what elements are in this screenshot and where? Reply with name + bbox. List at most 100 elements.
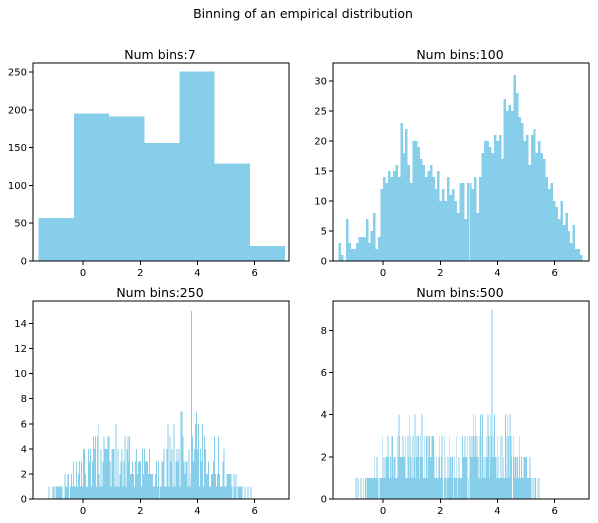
- histogram-bar: [155, 461, 157, 499]
- histogram-bar: [509, 414, 511, 499]
- histogram-bar: [431, 435, 433, 499]
- histogram-bar: [97, 423, 99, 499]
- histogram-bar: [360, 237, 364, 261]
- histogram-bar: [164, 486, 166, 499]
- histogram-bar: [413, 435, 415, 499]
- histogram-bar: [146, 461, 148, 499]
- histogram-bar: [367, 477, 368, 499]
- histogram-bar: [160, 486, 162, 499]
- histogram-bar: [141, 486, 143, 499]
- histogram-bar: [123, 461, 125, 499]
- histogram-bar: [398, 477, 399, 499]
- histogram-bar: [101, 486, 103, 499]
- histogram-bar: [483, 456, 485, 499]
- histogram-bar: [233, 473, 235, 499]
- histogram-bar: [462, 456, 464, 499]
- histogram-bar: [181, 411, 183, 499]
- histogram-bar: [489, 456, 491, 499]
- histogram-bar: [580, 255, 583, 261]
- histogram-bar: [238, 486, 240, 499]
- histogram-bar: [217, 436, 219, 499]
- histogram-bar: [212, 461, 214, 499]
- subplot-num-bins-7: Num bins:7 0 2 4 6 0 50 100 150 200 250: [8, 47, 290, 279]
- histogram-bar: [404, 477, 406, 499]
- subplot-num-bins-500: Num bins:500 0 2 4 6 0 2 4 6 8: [321, 285, 590, 517]
- histogram-bar: [383, 456, 385, 499]
- histogram-bar: [527, 477, 529, 499]
- histogram-bar: [437, 477, 438, 499]
- histogram-bar: [530, 135, 534, 261]
- histogram-bar: [427, 477, 428, 499]
- histogram-bar: [394, 477, 396, 499]
- histogram-bar: [441, 456, 442, 499]
- histogram-bar: [211, 473, 213, 499]
- histogram-bar: [91, 461, 93, 499]
- histogram-bar: [471, 435, 472, 499]
- y-tick-label: 200: [8, 105, 27, 116]
- histogram-bar: [488, 414, 489, 499]
- histogram-bar: [64, 473, 66, 499]
- histogram-bar: [247, 486, 249, 499]
- histogram-bar: [436, 477, 437, 499]
- histogram-bar: [495, 456, 496, 499]
- histogram-bar: [53, 486, 55, 499]
- histogram-bar: [527, 477, 528, 499]
- histogram-bar: [197, 448, 199, 499]
- histogram-bar: [389, 477, 390, 499]
- histogram-bar: [534, 477, 535, 499]
- histogram-bar: [355, 477, 357, 499]
- axes-frame: [332, 300, 590, 500]
- histogram-bar: [504, 477, 506, 499]
- histogram-bar: [464, 219, 467, 261]
- histogram-bar: [161, 461, 163, 499]
- histogram-bar: [513, 75, 517, 261]
- histogram-bar: [363, 237, 366, 261]
- histogram-bar: [214, 163, 250, 261]
- histogram-bar: [452, 456, 453, 499]
- histogram-bar: [483, 456, 484, 499]
- histogram-bar: [67, 473, 69, 499]
- histogram-bar: [199, 486, 201, 499]
- histogram-bar: [481, 414, 483, 499]
- histogram-bar: [471, 189, 475, 261]
- histogram-bar: [235, 473, 237, 499]
- histogram-bar: [409, 414, 411, 499]
- histogram-bar: [429, 456, 431, 499]
- y-tick-label: 4: [321, 410, 327, 421]
- histogram-bar: [113, 448, 115, 499]
- histogram-bar: [397, 177, 401, 261]
- histogram-bar: [448, 477, 450, 499]
- histogram-bar: [436, 456, 438, 499]
- x-tick-label: 4: [494, 506, 500, 517]
- histogram-bar: [65, 486, 67, 499]
- histogram-bar: [439, 456, 441, 499]
- histogram-bar: [420, 456, 421, 499]
- histogram-bar: [386, 456, 388, 499]
- histogram-bar: [467, 435, 468, 499]
- histogram-bar: [209, 486, 211, 499]
- histogram-bar: [513, 477, 515, 499]
- histogram-bar: [355, 477, 357, 499]
- histogram-bar: [373, 477, 374, 499]
- histogram-bar: [445, 456, 447, 499]
- histogram-bar: [61, 486, 63, 499]
- histogram-bar: [493, 456, 494, 499]
- x-tick-label: 4: [194, 506, 200, 517]
- x-tick-label: 6: [551, 268, 557, 279]
- histogram-bar: [430, 456, 432, 499]
- histogram-bar: [129, 436, 131, 499]
- histogram-bar: [234, 486, 236, 499]
- x-tick-label: 2: [137, 268, 143, 279]
- histogram-bar: [96, 436, 98, 499]
- axes-frame: [332, 62, 590, 262]
- x-tick-label: 4: [194, 268, 200, 279]
- histogram-bar: [135, 461, 137, 499]
- histogram-bar: [455, 435, 457, 499]
- histogram-bar: [190, 473, 192, 499]
- histogram-bar: [469, 183, 472, 261]
- histogram-bar: [434, 477, 436, 499]
- histogram-bar: [466, 183, 470, 261]
- subplot-title: Num bins:100: [416, 47, 503, 62]
- histogram-bar: [358, 237, 361, 261]
- histogram-bar: [372, 477, 374, 499]
